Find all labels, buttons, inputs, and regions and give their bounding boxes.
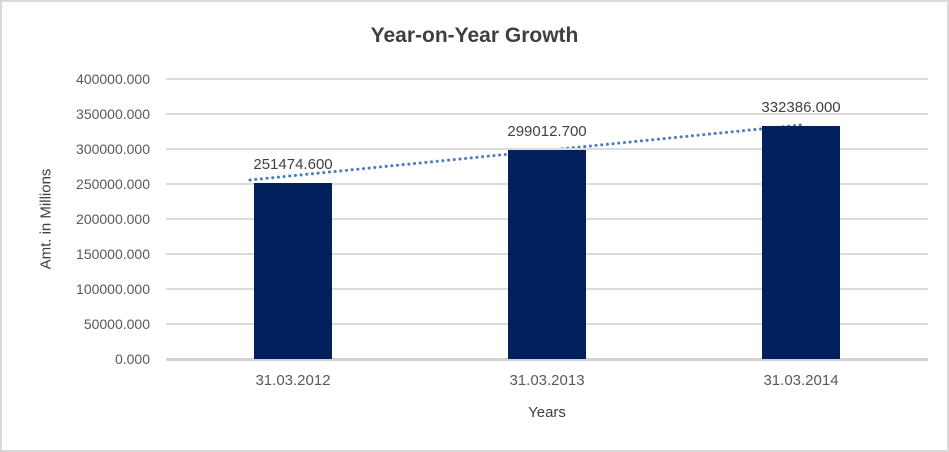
x-tick-label: 31.03.2012	[255, 372, 331, 389]
gridline	[166, 148, 928, 150]
x-axis-baseline	[166, 358, 928, 361]
bar-31.03.2012	[254, 182, 332, 359]
chart-title: Year-on-Year Growth	[370, 24, 579, 47]
data-label: 251474.600	[253, 155, 333, 173]
y-tick-label: 350000.000	[76, 106, 150, 122]
bar-31.03.2013	[508, 149, 586, 359]
y-tick-label: 0.000	[114, 351, 150, 367]
gridline	[166, 78, 928, 80]
gridline	[166, 113, 928, 115]
y-tick-label: 200000.000	[76, 211, 150, 227]
y-tick-label: 150000.000	[76, 246, 150, 262]
x-axis-title: Years	[528, 404, 566, 421]
y-tick-label: 400000.000	[76, 71, 150, 87]
data-label: 299012.700	[507, 122, 587, 140]
data-label: 332386.000	[761, 99, 841, 117]
y-tick-label: 250000.000	[76, 176, 150, 192]
x-tick-label: 31.03.2013	[509, 372, 585, 389]
bar-31.03.2014	[762, 126, 840, 359]
x-tick-label: 31.03.2014	[763, 372, 839, 389]
y-tick-label: 100000.000	[76, 281, 150, 297]
y-tick-label: 300000.000	[76, 141, 150, 157]
y-tick-label: 50000.000	[83, 316, 150, 332]
